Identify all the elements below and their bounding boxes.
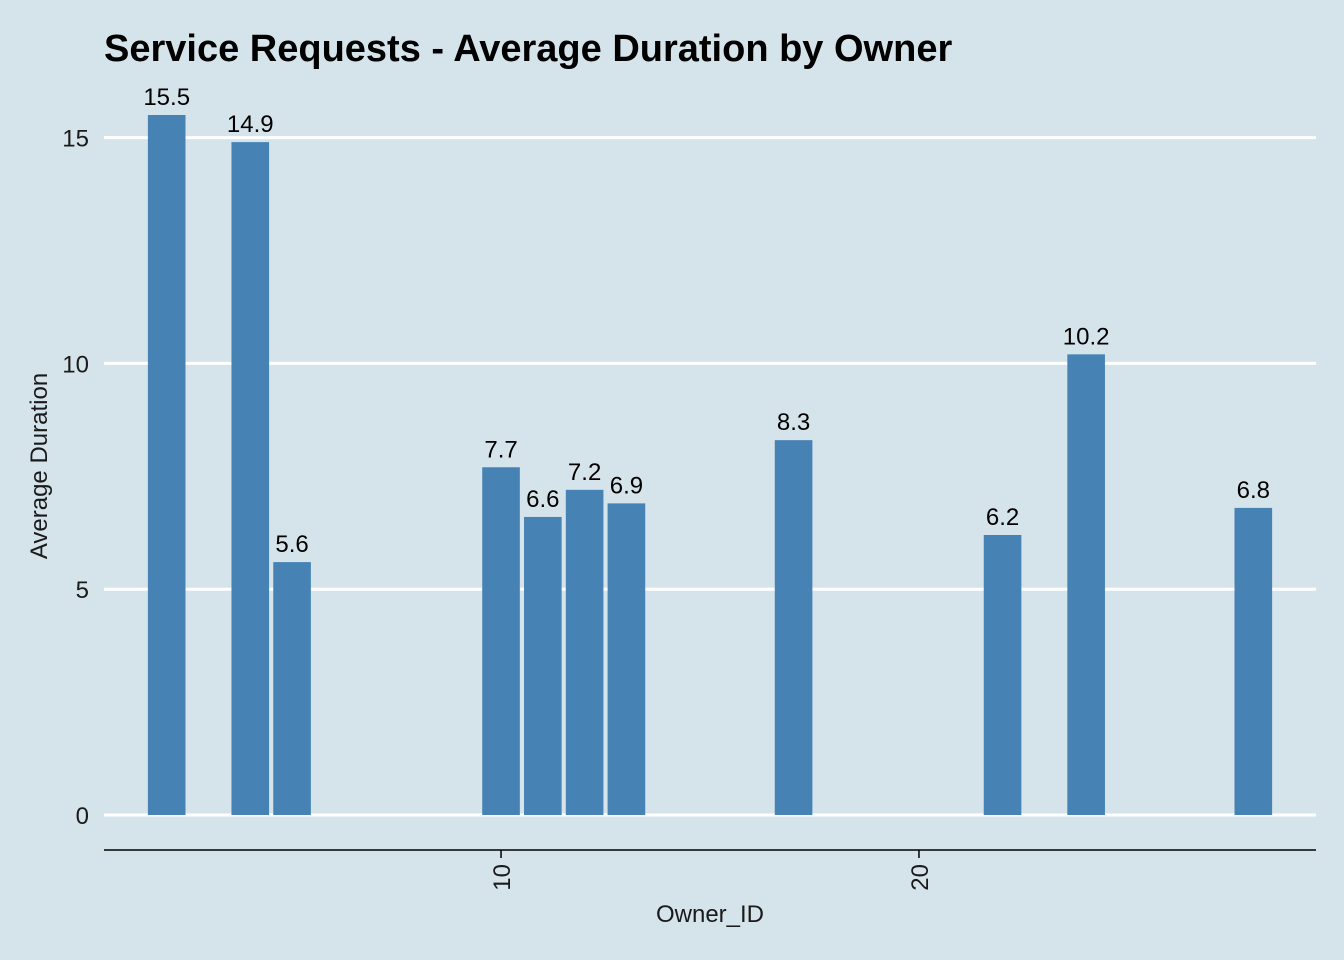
bar [1067, 354, 1105, 815]
bar [607, 503, 646, 815]
y-axis-title: Average Duration [26, 373, 53, 559]
data-label: 6.2 [986, 504, 1019, 531]
bar [1234, 507, 1273, 815]
y-axis: 0 5 10 15 [62, 126, 89, 830]
bar [147, 115, 186, 815]
bar [565, 489, 604, 815]
data-label: 5.6 [275, 531, 308, 558]
bar [231, 142, 270, 815]
bar [774, 440, 813, 815]
y-tick-label: 15 [62, 126, 89, 153]
x-axis-title: Owner_ID [656, 901, 764, 928]
data-label: 14.9 [227, 111, 274, 138]
bar [524, 516, 562, 815]
y-tick-label: 0 [76, 803, 89, 830]
bars [147, 115, 1273, 815]
x-tick-label: 20 [907, 864, 934, 891]
y-tick-label: 10 [62, 351, 89, 378]
data-labels: 15.5 14.9 5.6 7.7 6.6 7.2 6.9 8.3 6.2 10.2 6.8 [143, 84, 1270, 558]
data-label: 6.6 [526, 486, 559, 513]
bar [482, 467, 520, 815]
x-axis: 10 20 [104, 849, 1316, 891]
data-label: 7.2 [568, 459, 601, 486]
data-label: 15.5 [143, 84, 190, 111]
data-label: 10.2 [1063, 323, 1110, 350]
data-label: 6.8 [1237, 477, 1270, 504]
bar [983, 535, 1022, 815]
data-label: 7.7 [484, 436, 517, 463]
data-label: 8.3 [777, 409, 810, 436]
chart-title: Service Requests - Average Duration by O… [104, 28, 952, 70]
bar [273, 562, 311, 815]
x-tick-label: 10 [489, 864, 516, 891]
y-tick-label: 5 [76, 577, 89, 604]
data-label: 6.9 [610, 472, 643, 499]
